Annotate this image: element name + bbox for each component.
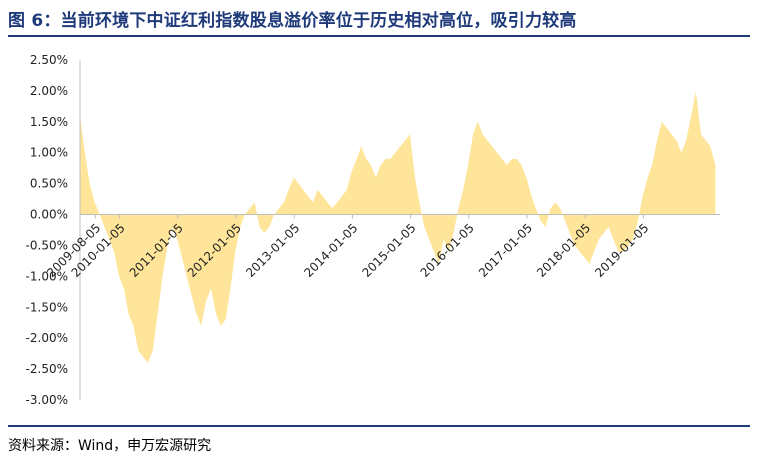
x-tick-label: 2013-01-05: [243, 221, 302, 280]
y-tick-labels: 2.50% 2.00% 1.50% 1.00% 0.50% 0.00% -0.50% -1.0…: [26, 53, 68, 407]
series-area: [80, 90, 716, 363]
x-tick-label: 2015-01-05: [359, 221, 418, 280]
y-tick-label: -2.00%: [26, 331, 68, 345]
y-tick-label: -2.50%: [26, 362, 68, 376]
y-tick-label: 1.50%: [30, 115, 68, 129]
y-tick-label: -1.00%: [26, 269, 68, 283]
y-tick-label: 1.00%: [30, 146, 68, 160]
source-note: 资料来源：Wind，申万宏源研究: [8, 438, 212, 454]
y-tick-label: -3.00%: [26, 393, 68, 407]
x-tick-label: 2014-01-05: [301, 221, 360, 280]
y-tick-label: 2.50%: [30, 53, 68, 67]
area-chart: 2.50% 2.00% 1.50% 1.00% 0.50% 0.00% -0.50% -1.0…: [26, 53, 720, 407]
y-tick-label: 0.00%: [30, 208, 68, 222]
title-rule: [8, 35, 750, 37]
footer-rule: [8, 425, 750, 427]
y-tick-label: 2.00%: [30, 84, 68, 98]
y-tick-label: -1.50%: [26, 300, 68, 314]
x-tick-label: 2017-01-05: [476, 221, 535, 280]
y-tick-label: -0.50%: [26, 238, 68, 252]
figure-title: 图 6：当前环境下中证红利指数股息溢价率位于历史相对高位，吸引力较高: [8, 11, 577, 31]
y-tick-label: 0.50%: [30, 177, 68, 191]
